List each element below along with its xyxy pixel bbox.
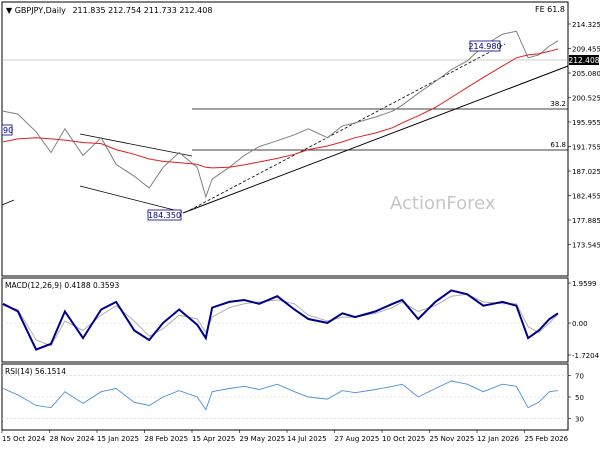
price-axis-tick-label: 173.545 xyxy=(572,242,600,250)
left-stub-line xyxy=(1,199,15,206)
rising-trendline xyxy=(182,65,569,214)
price-axis-tick-label: 195.955 xyxy=(572,119,600,127)
ema-series-line xyxy=(2,48,559,169)
price-axis: 214.325 209.455 205.080 200.525 195.955 191.7… xyxy=(568,21,600,250)
symbol-label: GBPJPY,Daily xyxy=(15,6,66,15)
rsi-title: RSI(14) 56.1514 xyxy=(5,367,66,376)
rsi-axis-tick-label: 30 xyxy=(575,415,584,423)
date-axis: 15 Oct 2024 28 Nov 2024 15 Jan 2025 28 Feb … xyxy=(1,430,569,443)
left-clip-annotation-box xyxy=(1,124,13,136)
triangle-down-icon: ▼ xyxy=(6,6,13,15)
channel-upper-line xyxy=(79,133,193,157)
date-axis-tick-label: 29 May 2025 xyxy=(240,435,286,443)
rsi-series-line xyxy=(2,380,559,411)
price-axis-tick-label: 177.885 xyxy=(572,217,600,225)
current-price-tag xyxy=(569,55,599,65)
high-annotation-box xyxy=(469,40,501,52)
fib-382-label: 38.2 xyxy=(550,100,566,108)
macd-axis-tick-label: 1.9599 xyxy=(572,280,597,288)
price-axis-tick-label: 191.755 xyxy=(572,144,600,152)
macd-title: MACD(12,26,9) 0.4188 0.3593 xyxy=(5,281,119,290)
date-axis-tick-label: 14 Jul 2025 xyxy=(287,435,327,443)
date-axis-tick-label: 12 Jan 2026 xyxy=(477,435,520,443)
price-axis-tick-label: 187.025 xyxy=(572,168,600,176)
date-axis-tick-label: 15 Jan 2025 xyxy=(97,435,139,443)
date-axis-tick-label: 10 Oct 2025 xyxy=(382,435,425,443)
date-axis-tick-label: 28 Feb 2025 xyxy=(145,435,189,443)
rsi-axis-tick-label: 50 xyxy=(575,394,584,402)
left-clip-annotation-label: 90 xyxy=(3,126,13,135)
current-price-tag-label: 212.408 xyxy=(568,56,599,65)
price-axis-tick-label: 200.525 xyxy=(572,95,600,103)
price-panel-frame xyxy=(1,1,569,277)
price-axis-tick-label: 209.455 xyxy=(572,46,600,54)
fe-label: FE 61.8 xyxy=(535,5,565,14)
rsi-axis: 70 50 30 xyxy=(568,373,584,423)
chart-header: ▼ GBPJPY,Daily 211.835 212.754 211.733 2… xyxy=(6,6,212,15)
price-axis-tick-label: 214.325 xyxy=(572,21,600,29)
macd-panel-frame xyxy=(1,277,569,363)
date-axis-tick-label: 25 Feb 2026 xyxy=(525,435,569,443)
date-axis-tick-label: 15 Oct 2024 xyxy=(2,435,46,443)
macd-axis-tick-label: -1.7204 xyxy=(572,352,600,360)
date-axis-tick-label: 25 Nov 2025 xyxy=(430,435,475,443)
watermark-text: ActionForex xyxy=(390,193,496,214)
ohlc-values: 211.835 212.754 211.733 212.408 xyxy=(72,6,212,15)
date-axis-tick-label: 28 Nov 2024 xyxy=(50,435,95,443)
macd-axis-tick-label: 0.00 xyxy=(572,320,588,328)
date-axis-tick-label: 27 Aug 2025 xyxy=(335,435,380,443)
price-axis-tick-label: 182.455 xyxy=(572,193,600,201)
rsi-axis-tick-label: 70 xyxy=(575,373,584,381)
high-annotation-label: 214.980 xyxy=(468,42,501,51)
projection-dashed-line xyxy=(189,43,506,211)
low-annotation-label: 184.350 xyxy=(148,211,181,220)
macd-main-line xyxy=(2,289,559,351)
macd-axis: 1.9599 0.00 -1.7204 xyxy=(568,280,600,360)
channel-lower-line xyxy=(79,185,183,213)
low-annotation-box xyxy=(147,209,182,221)
price-axis-tick-label: 205.080 xyxy=(572,70,600,78)
fib-618-label: 61.8 xyxy=(550,141,566,149)
date-axis-tick-label: 15 Apr 2025 xyxy=(192,435,235,443)
